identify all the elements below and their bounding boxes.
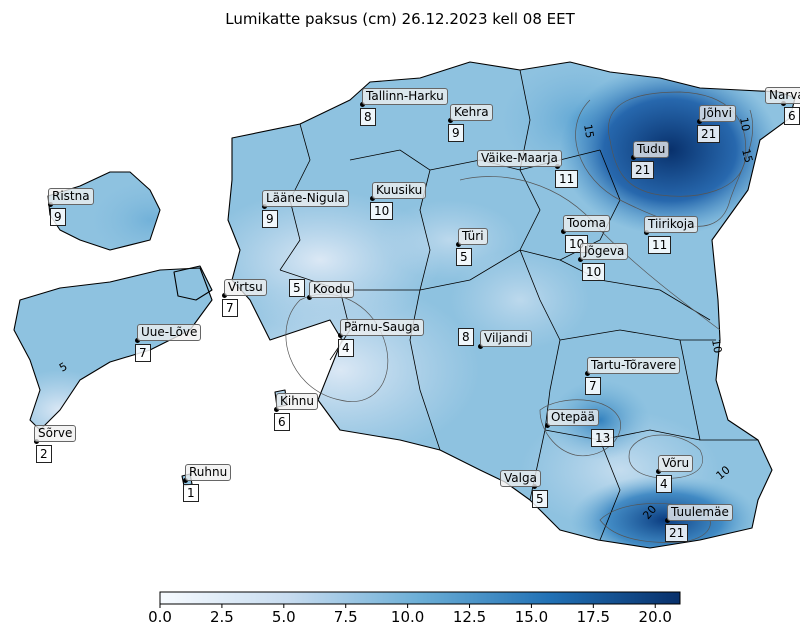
station-name: Uue-Lõve xyxy=(137,324,202,341)
station-value: 21 xyxy=(631,161,655,179)
station-value: 1 xyxy=(183,484,199,502)
station-name: Tudu xyxy=(633,141,670,158)
station-name: Viljandi xyxy=(480,330,532,347)
station-value: 4 xyxy=(338,339,354,357)
colorbar-tick-label: 15.0 xyxy=(514,608,549,626)
station-name: Pärnu-Sauga xyxy=(340,319,424,336)
station-name: Tuulemäe xyxy=(667,504,733,521)
station-value: 8 xyxy=(458,328,474,346)
station-value: 9 xyxy=(262,210,278,228)
colorbar xyxy=(159,591,681,605)
station-name: Koodu xyxy=(309,281,355,298)
station-value: 7 xyxy=(585,377,601,395)
colorbar-tick-label: 0.0 xyxy=(148,608,172,626)
station-value: 9 xyxy=(448,124,464,142)
station-value: 10 xyxy=(370,202,394,220)
station-name: Tallinn-Harku xyxy=(362,88,448,105)
contour-label: 15 xyxy=(581,123,596,139)
station-name: Kihnu xyxy=(276,393,319,410)
colorbar-tick-label: 10.0 xyxy=(390,608,425,626)
station-name: Ristna xyxy=(48,188,94,205)
station-name: Narva xyxy=(765,87,800,104)
station-value: 10 xyxy=(582,263,606,281)
station-name: Jõgeva xyxy=(580,243,629,260)
land-fill xyxy=(14,62,795,548)
station-name: Türi xyxy=(458,228,488,245)
station-name: Tooma xyxy=(563,215,611,232)
station-value: 5 xyxy=(456,248,472,266)
colorbar-tick-label: 17.5 xyxy=(576,608,611,626)
station-value: 7 xyxy=(222,299,238,317)
station-name: Kehra xyxy=(450,104,493,121)
station-name: Virtsu xyxy=(224,279,267,296)
station-name: Valga xyxy=(500,470,541,487)
station-name: Jõhvi xyxy=(699,105,736,122)
station-value: 11 xyxy=(555,170,579,188)
station-name: Otepää xyxy=(547,409,599,426)
colorbar-tick-label: 5.0 xyxy=(271,608,296,626)
station-value: 5 xyxy=(289,279,305,297)
station-value: 9 xyxy=(50,208,66,226)
station-name: Sõrve xyxy=(34,425,77,442)
station-name: Kuusiku xyxy=(372,182,427,199)
station-value: 4 xyxy=(656,475,672,493)
station-name: Tartu-Tõravere xyxy=(587,357,681,374)
station-value: 11 xyxy=(648,236,672,254)
station-value: 21 xyxy=(665,524,689,542)
station-name: Võru xyxy=(658,455,694,472)
station-value: 21 xyxy=(697,125,721,143)
station-value: 2 xyxy=(36,445,52,463)
colorbar-tick-label: 7.5 xyxy=(333,608,358,626)
colorbar-tickmarks xyxy=(159,604,656,608)
station-name: Tiirikoja xyxy=(644,216,699,233)
colorbar-tick-label: 2.5 xyxy=(209,608,234,626)
station-name: Ruhnu xyxy=(185,464,232,481)
station-value: 7 xyxy=(135,344,151,362)
colorbar-tick-label: 12.5 xyxy=(452,608,487,626)
station-value: 5 xyxy=(532,490,548,508)
station-name: Väike-Maarja xyxy=(477,150,562,167)
station-name: Lääne-Nigula xyxy=(262,190,349,207)
contour-label: 15 xyxy=(739,147,755,164)
contour-label: 10 xyxy=(737,116,752,132)
map-title: Lumikatte paksus (cm) 26.12.2023 kell 08… xyxy=(225,10,575,28)
colorbar-tick-label: 20.0 xyxy=(638,608,672,626)
contour-label: 10 xyxy=(709,338,724,354)
station-value: 6 xyxy=(274,413,290,431)
station-value: 13 xyxy=(591,429,615,447)
station-value: 8 xyxy=(360,108,376,126)
station-value: 6 xyxy=(784,107,800,125)
